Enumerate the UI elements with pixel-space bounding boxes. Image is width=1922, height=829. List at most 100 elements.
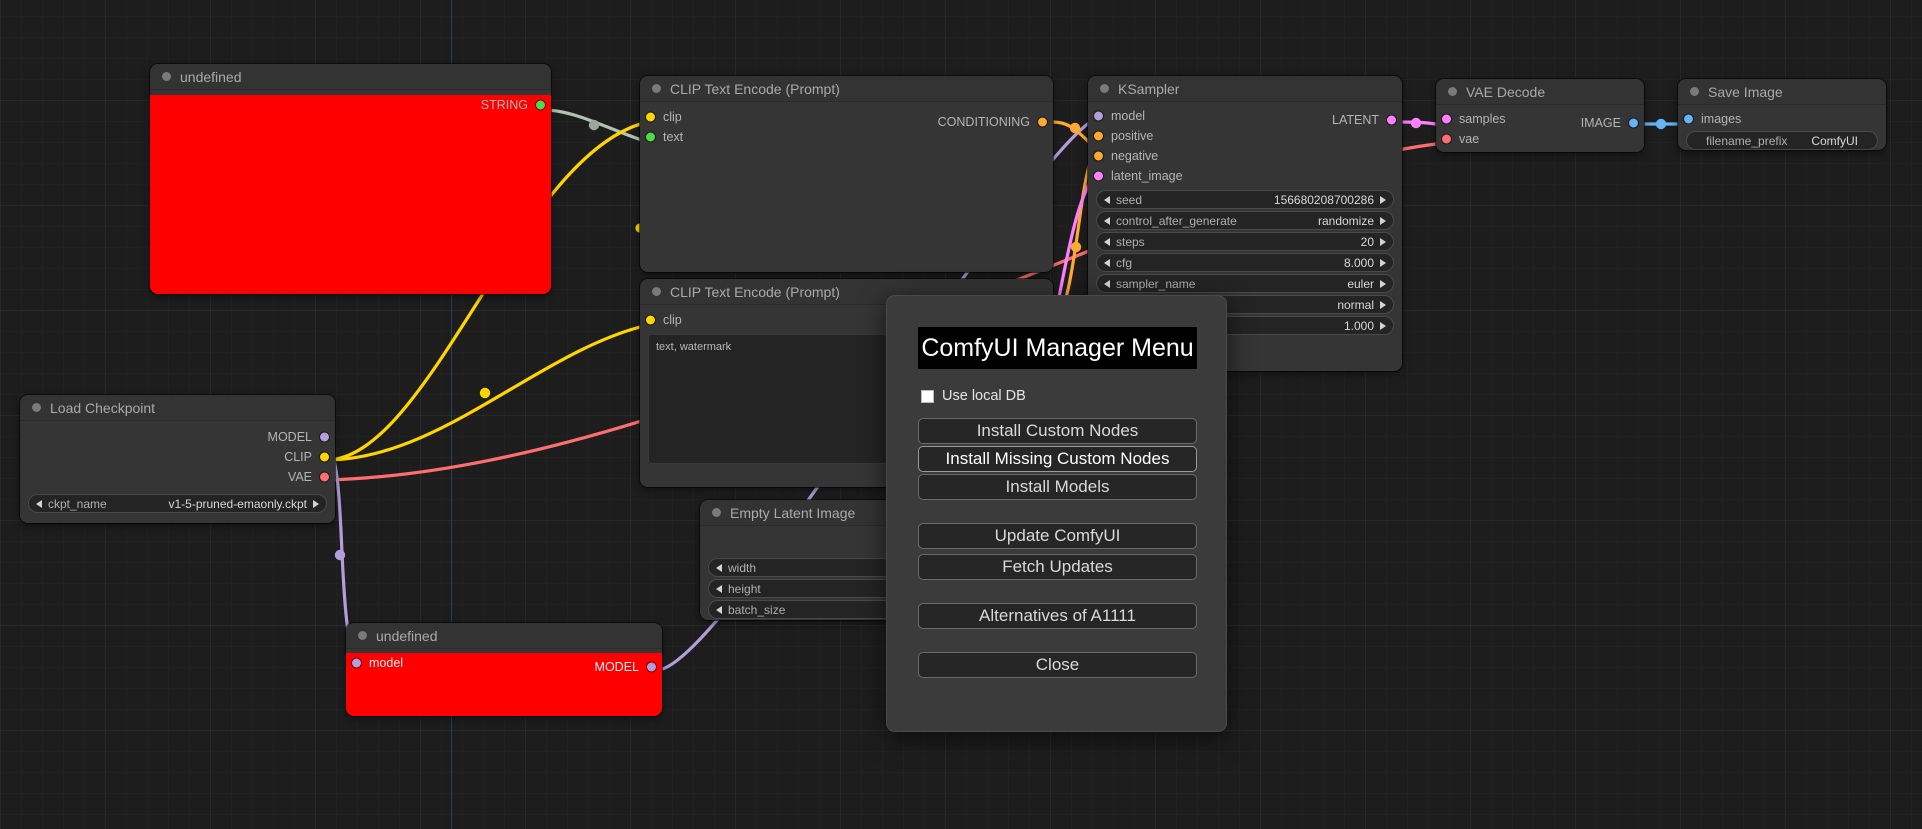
input-port-dot[interactable] [1442, 114, 1451, 124]
input-port-dot[interactable] [1094, 111, 1103, 121]
node-collapse-dot[interactable] [1690, 87, 1699, 96]
use-local-db-row[interactable]: Use local DB [921, 388, 1026, 404]
node-title-bar[interactable]: Save Image [1678, 79, 1886, 105]
output-slot-latent[interactable]: LATENT [1088, 110, 1402, 130]
output-slot-vae[interactable]: VAE [20, 467, 335, 487]
input-port-dot[interactable] [646, 112, 655, 122]
decrement-arrow-icon[interactable] [716, 605, 722, 614]
input-port-dot[interactable] [1094, 131, 1103, 141]
widget-value[interactable]: 20 [1360, 234, 1374, 249]
widget-value[interactable]: 156680208700286 [1273, 192, 1374, 207]
node-title-bar[interactable]: Load Checkpoint [20, 395, 335, 421]
increment-arrow-icon[interactable] [313, 499, 319, 508]
decrement-arrow-icon[interactable] [1104, 279, 1110, 288]
widget-seed[interactable]: seed 156680208700286 [1096, 190, 1394, 209]
input-slot-latent-image[interactable]: latent_image [1088, 166, 1402, 186]
widget-value[interactable]: 8.000 [1343, 255, 1374, 270]
input-port-dot[interactable] [1094, 151, 1103, 161]
input-slot-model[interactable]: model [1088, 106, 1402, 126]
node-collapse-dot[interactable] [358, 631, 367, 640]
widget-filename-prefix[interactable]: filename_prefix ComfyUI [1686, 131, 1878, 150]
node-title-bar[interactable]: VAE Decode [1436, 79, 1644, 105]
input-slot-clip[interactable]: clip [640, 310, 1053, 330]
node-title-bar[interactable]: KSampler [1088, 76, 1402, 102]
node-title-bar[interactable]: CLIP Text Encode (Prompt) [640, 76, 1053, 102]
install-models-button[interactable]: Install Models [918, 474, 1197, 500]
update-comfyui-button[interactable]: Update ComfyUI [918, 523, 1197, 549]
input-slot-negative[interactable]: negative [1088, 146, 1402, 166]
node-collapse-dot[interactable] [652, 287, 661, 296]
install-custom-nodes-button[interactable]: Install Custom Nodes [918, 418, 1197, 444]
output-port-dot[interactable] [1387, 115, 1396, 125]
node-title-bar[interactable]: undefined [150, 64, 551, 90]
node-collapse-dot[interactable] [32, 403, 41, 412]
widget-value[interactable]: ComfyUI [1811, 133, 1858, 148]
widget-ckpt-name[interactable]: ckpt_name v1-5-pruned-emaonly.ckpt [28, 494, 327, 513]
output-slot-clip[interactable]: CLIP [20, 447, 335, 467]
widget-value[interactable]: v1-5-pruned-emaonly.ckpt [168, 496, 307, 511]
widget-sampler-name[interactable]: sampler_name euler [1096, 274, 1394, 293]
decrement-arrow-icon[interactable] [716, 584, 722, 593]
widget-steps[interactable]: steps 20 [1096, 232, 1394, 251]
increment-arrow-icon[interactable] [1380, 300, 1386, 309]
comfyui-manager-dialog[interactable]: ComfyUI Manager Menu Use local DB Instal… [886, 295, 1227, 732]
output-port-dot[interactable] [1629, 118, 1638, 128]
node-collapse-dot[interactable] [1448, 87, 1457, 96]
output-slot-model[interactable]: MODEL [346, 657, 662, 677]
input-slot-images[interactable]: images [1678, 109, 1886, 129]
output-slot-model[interactable]: MODEL [20, 427, 335, 447]
decrement-arrow-icon[interactable] [1104, 195, 1110, 204]
widget-value[interactable]: 1.000 [1343, 318, 1374, 333]
close-button[interactable]: Close [918, 652, 1197, 678]
increment-arrow-icon[interactable] [1380, 321, 1386, 330]
input-slot-vae[interactable]: vae [1436, 129, 1644, 149]
output-slot-conditioning[interactable]: CONDITIONING [640, 112, 1053, 132]
node-vae-decode[interactable]: VAE Decode samples vae IMAGE [1436, 79, 1644, 152]
node-model-undefined[interactable]: undefined model MODEL [346, 623, 662, 716]
decrement-arrow-icon[interactable] [36, 499, 42, 508]
output-slot-image[interactable]: IMAGE [1436, 113, 1644, 133]
output-port-dot[interactable] [647, 662, 656, 672]
fetch-updates-button[interactable]: Fetch Updates [918, 554, 1197, 580]
node-string-undefined[interactable]: undefined STRING [150, 64, 551, 294]
input-port-dot[interactable] [1094, 171, 1103, 181]
input-port-dot[interactable] [352, 658, 361, 668]
output-port-dot[interactable] [1038, 117, 1047, 127]
node-save-image[interactable]: Save Image images filename_prefix ComfyU… [1678, 79, 1886, 150]
input-port-dot[interactable] [1442, 134, 1451, 144]
node-clip-text-encode-positive[interactable]: CLIP Text Encode (Prompt) clip text COND… [640, 76, 1053, 272]
output-port-dot[interactable] [320, 432, 329, 442]
node-collapse-dot[interactable] [652, 84, 661, 93]
node-load-checkpoint[interactable]: Load Checkpoint MODEL CLIP VAE ckpt_name… [20, 395, 335, 523]
widget-control-after-generate[interactable]: control_after_generate randomize [1096, 211, 1394, 230]
use-local-db-checkbox[interactable] [921, 389, 934, 403]
widget-value[interactable]: euler [1347, 276, 1374, 291]
node-collapse-dot[interactable] [1100, 84, 1109, 93]
input-slot-clip[interactable]: clip [640, 107, 1053, 127]
widget-value[interactable]: randomize [1317, 213, 1374, 228]
widget-cfg[interactable]: cfg 8.000 [1096, 253, 1394, 272]
install-missing-custom-nodes-button[interactable]: Install Missing Custom Nodes [918, 446, 1197, 472]
input-port-dot[interactable] [1684, 114, 1693, 124]
input-slot-positive[interactable]: positive [1088, 126, 1402, 146]
input-port-dot[interactable] [646, 132, 655, 142]
node-ksampler[interactable]: KSampler model positive negative latent_… [1088, 76, 1402, 371]
input-slot-model[interactable]: model [346, 653, 662, 673]
increment-arrow-icon[interactable] [1380, 237, 1386, 246]
decrement-arrow-icon[interactable] [716, 563, 722, 572]
input-slot-samples[interactable]: samples [1436, 109, 1644, 129]
increment-arrow-icon[interactable] [1380, 195, 1386, 204]
output-port-dot[interactable] [320, 472, 329, 482]
decrement-arrow-icon[interactable] [1104, 237, 1110, 246]
increment-arrow-icon[interactable] [1380, 216, 1386, 225]
decrement-arrow-icon[interactable] [1104, 258, 1110, 267]
node-collapse-dot[interactable] [162, 72, 171, 81]
decrement-arrow-icon[interactable] [1104, 216, 1110, 225]
input-slot-text[interactable]: text [640, 127, 1053, 147]
node-empty-latent-image[interactable]: Empty Latent Image width height [700, 500, 1017, 620]
node-collapse-dot[interactable] [712, 508, 721, 517]
node-title-bar[interactable]: undefined [346, 623, 662, 649]
increment-arrow-icon[interactable] [1380, 279, 1386, 288]
widget-value[interactable]: normal [1337, 297, 1374, 312]
